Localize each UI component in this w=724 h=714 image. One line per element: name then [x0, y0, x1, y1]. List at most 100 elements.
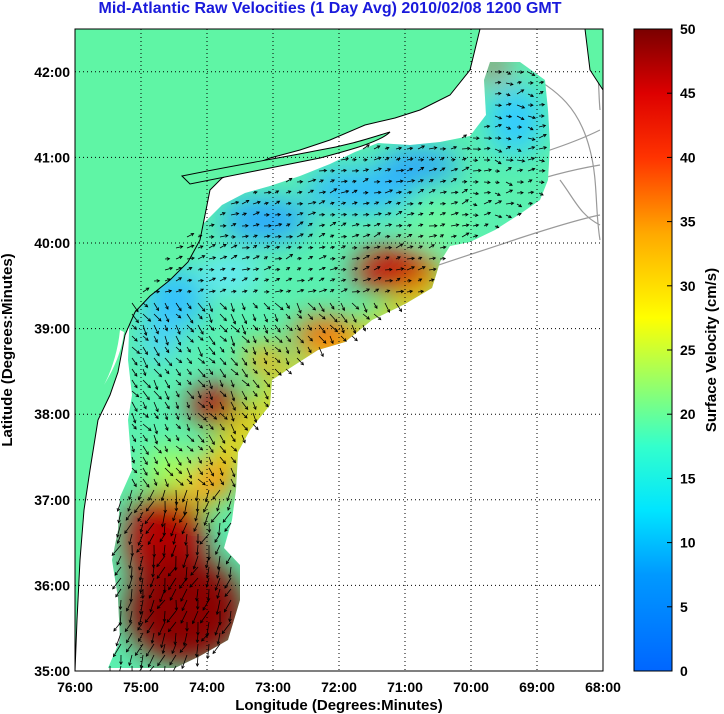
velocity-arrow-head — [518, 203, 523, 208]
velocity-arrow — [461, 214, 468, 216]
velocity-arrow-head — [473, 202, 478, 207]
velocity-arrow — [212, 489, 221, 500]
velocity-arrow-head — [285, 361, 290, 366]
velocity-arrow — [131, 434, 136, 442]
velocity-arrow — [450, 235, 457, 238]
velocity-arrow — [227, 500, 232, 511]
velocity-arrow-head — [125, 517, 130, 521]
velocity-arrow-head — [205, 633, 209, 638]
velocity-arrow-head — [497, 80, 502, 85]
velocity-arrow — [175, 267, 182, 271]
velocity-arrow-head — [398, 308, 403, 313]
velocity-arrow-head — [408, 233, 413, 238]
velocity-arrow-head — [255, 426, 259, 431]
velocity-arrow-head — [207, 556, 211, 561]
velocity-arrow-head — [221, 427, 225, 431]
velocity-arrow-head — [453, 178, 458, 182]
velocity-arrow — [186, 423, 190, 431]
velocity-arrow-head — [188, 278, 193, 283]
velocity-arrow-head — [233, 244, 238, 248]
velocity-arrow — [197, 434, 205, 443]
velocity-arrow — [362, 313, 370, 320]
velocity-arrow — [153, 302, 159, 311]
velocity-arrow-head — [202, 481, 206, 486]
velocity-arrow — [146, 621, 155, 634]
velocity-arrow-head — [212, 244, 216, 248]
velocity-arrow — [208, 302, 213, 312]
velocity-arrow — [142, 478, 150, 488]
velocity-arrow — [153, 467, 159, 475]
velocity-arrow — [163, 544, 166, 557]
velocity-arrow — [136, 544, 144, 553]
velocity-arrow — [230, 456, 236, 463]
velocity-arrow-head — [530, 103, 534, 107]
velocity-arrow — [219, 390, 227, 397]
velocity-arrow-head — [265, 201, 269, 206]
velocity-arrow — [131, 357, 138, 366]
velocity-arrow — [505, 146, 511, 150]
velocity-arrow-head — [224, 593, 229, 598]
velocity-arrow-head — [377, 316, 382, 321]
velocity-arrow — [139, 665, 144, 671]
velocity-arrow — [175, 401, 179, 409]
velocity-arrow — [538, 134, 547, 139]
velocity-arrow-head — [156, 563, 160, 568]
velocity-arrow — [296, 324, 301, 331]
velocity-arrow-head — [158, 373, 163, 378]
velocity-arrow-head — [253, 190, 258, 195]
velocity-arrow-head — [137, 496, 142, 501]
velocity-arrow — [142, 390, 150, 400]
velocity-arrow — [164, 423, 169, 431]
velocity-arrow-head — [410, 202, 414, 206]
velocity-arrow — [175, 335, 181, 346]
velocity-arrow — [142, 467, 148, 476]
velocity-arrow-head — [510, 158, 514, 162]
velocity-arrow-head — [179, 255, 183, 259]
velocity-arrow — [230, 335, 235, 346]
velocity-arrow-head — [126, 607, 130, 612]
velocity-arrow-head — [397, 201, 401, 206]
velocity-arrow-head — [342, 245, 347, 249]
velocity-arrow-head — [366, 201, 370, 206]
velocity-arrow-head — [432, 256, 437, 261]
velocity-arrow-head — [265, 278, 270, 282]
velocity-arrow — [527, 157, 535, 161]
velocity-arrow-head — [131, 448, 135, 453]
velocity-arrow-head — [195, 552, 200, 556]
velocity-arrow-head — [386, 309, 391, 314]
velocity-arrow-head — [288, 177, 293, 182]
velocity-arrow-head — [498, 123, 503, 128]
velocity-arrow-head — [172, 541, 176, 545]
velocity-arrow — [131, 456, 135, 464]
velocity-arrow-head — [210, 235, 215, 239]
velocity-arrow — [137, 511, 144, 522]
velocity-arrow — [241, 235, 249, 238]
velocity-arrow-head — [254, 289, 258, 293]
velocity-arrow-head — [266, 306, 271, 310]
velocity-arrow-head — [167, 438, 171, 442]
velocity-arrow-head — [376, 180, 381, 184]
velocity-arrow — [373, 213, 382, 216]
velocity-arrow — [395, 191, 402, 194]
velocity-arrow-head — [519, 168, 524, 173]
velocity-arrow-head — [232, 430, 236, 435]
velocity-arrow-head — [225, 560, 230, 565]
velocity-arrow — [186, 267, 192, 271]
velocity-arrow-head — [231, 342, 236, 347]
velocity-arrow — [241, 390, 247, 400]
velocity-arrow — [157, 599, 166, 609]
velocity-arrow-head — [531, 167, 536, 172]
velocity-arrow — [197, 423, 203, 429]
velocity-arrow — [230, 390, 235, 401]
velocity-arrow — [175, 277, 182, 282]
velocity-arrow-head — [276, 277, 281, 282]
velocity-arrow-head — [216, 575, 220, 579]
velocity-arrow-head — [310, 189, 315, 194]
velocity-arrow — [373, 266, 381, 271]
velocity-arrow — [230, 254, 238, 260]
velocity-arrow-head — [411, 256, 416, 261]
velocity-arrow — [428, 268, 437, 271]
velocity-arrow — [395, 302, 402, 312]
velocity-arrow-head — [277, 212, 282, 217]
velocity-arrow-head — [116, 540, 121, 545]
